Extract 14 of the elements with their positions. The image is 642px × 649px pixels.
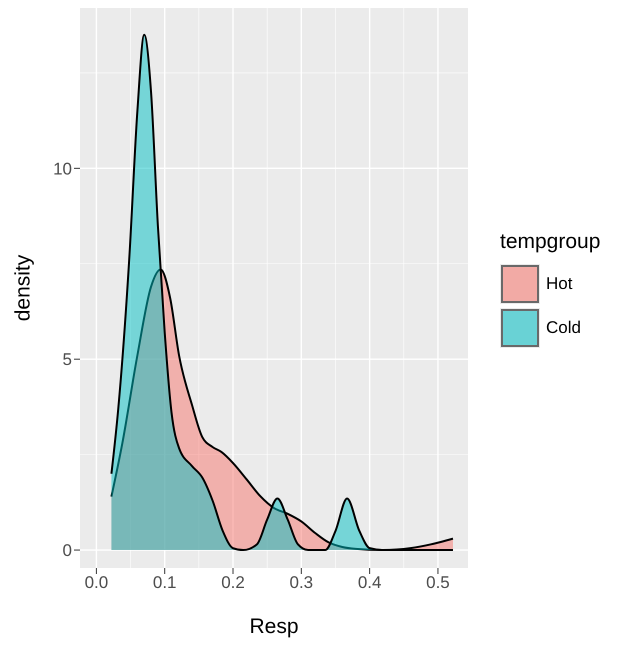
y-tick-label: 5 <box>62 350 72 370</box>
y-tick-label: 10 <box>53 159 72 178</box>
legend-label: Cold <box>546 318 581 338</box>
x-tick-label: 0.5 <box>426 573 450 592</box>
x-tick-label: 0.4 <box>358 573 382 592</box>
legend-title: tempgroup <box>500 230 600 254</box>
x-tick-label: 0.3 <box>290 573 314 592</box>
y-axis-title: density <box>11 254 34 322</box>
x-tick-label: 0.0 <box>84 573 108 592</box>
x-tick-label: 0.2 <box>221 573 245 592</box>
x-axis-title: Resp <box>249 615 299 638</box>
y-tick-label: 0 <box>62 541 72 560</box>
legend-label: Hot <box>546 274 572 294</box>
x-tick-label: 0.1 <box>152 573 177 592</box>
